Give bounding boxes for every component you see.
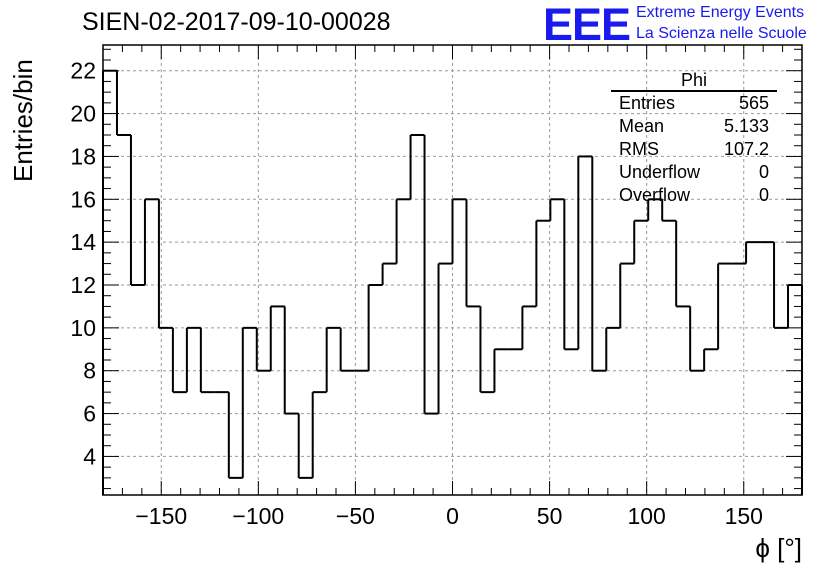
- stats-key: Overflow: [619, 185, 691, 205]
- y-tick-label: 16: [70, 186, 96, 212]
- plot-frame: [102, 44, 803, 496]
- stats-value: 0: [758, 185, 769, 205]
- x-axis-label: ϕ [°]: [755, 533, 802, 563]
- y-tick-label: 20: [70, 101, 96, 127]
- stats-row: Underflow 0: [611, 161, 777, 184]
- y-tick-label: 8: [83, 358, 96, 384]
- stats-box-title: Phi: [611, 70, 777, 92]
- x-tick-label: 50: [537, 503, 563, 529]
- eee-logo: EEE: [543, 0, 631, 50]
- stats-box: Phi Entries 565 Mean 5.133 RMS 107.2 Underf…: [611, 70, 777, 207]
- stats-row: Entries 565: [611, 92, 777, 115]
- x-tick-label: −100: [232, 503, 284, 529]
- x-tick-label: 0: [446, 503, 459, 529]
- stats-value: 5.133: [723, 116, 769, 136]
- stats-key: Mean: [619, 116, 665, 136]
- y-tick-label: 14: [70, 229, 96, 255]
- y-tick-label: 18: [70, 143, 96, 169]
- x-tick-label: −50: [336, 503, 375, 529]
- x-tick-label: 100: [627, 503, 665, 529]
- stats-key: Underflow: [619, 162, 701, 182]
- stats-key: Entries: [619, 93, 676, 113]
- y-axis-label: Entries/bin: [8, 59, 38, 182]
- y-tick-label: 10: [70, 315, 96, 341]
- stats-row: RMS 107.2: [611, 138, 777, 161]
- stats-row: Overflow 0: [611, 184, 777, 207]
- stats-value: 107.2: [723, 139, 769, 159]
- stats-row: Mean 5.133: [611, 115, 777, 138]
- x-tick-label: 150: [725, 503, 763, 529]
- stats-value: 0: [758, 162, 769, 182]
- y-tick-label: 4: [83, 443, 96, 469]
- y-tick-label: 12: [70, 272, 96, 298]
- y-tick-label: 6: [83, 401, 96, 427]
- stats-value: 565: [738, 93, 769, 113]
- logo-tagline-1: Extreme Energy Events: [636, 4, 805, 21]
- stats-key: RMS: [619, 139, 659, 159]
- logo-tagline-2: La Scienza nelle Scuole: [636, 25, 807, 42]
- x-tick-label: −150: [135, 503, 187, 529]
- chart-title: SIEN-02-2017-09-10-00028: [82, 8, 391, 36]
- y-tick-label: 22: [70, 58, 96, 84]
